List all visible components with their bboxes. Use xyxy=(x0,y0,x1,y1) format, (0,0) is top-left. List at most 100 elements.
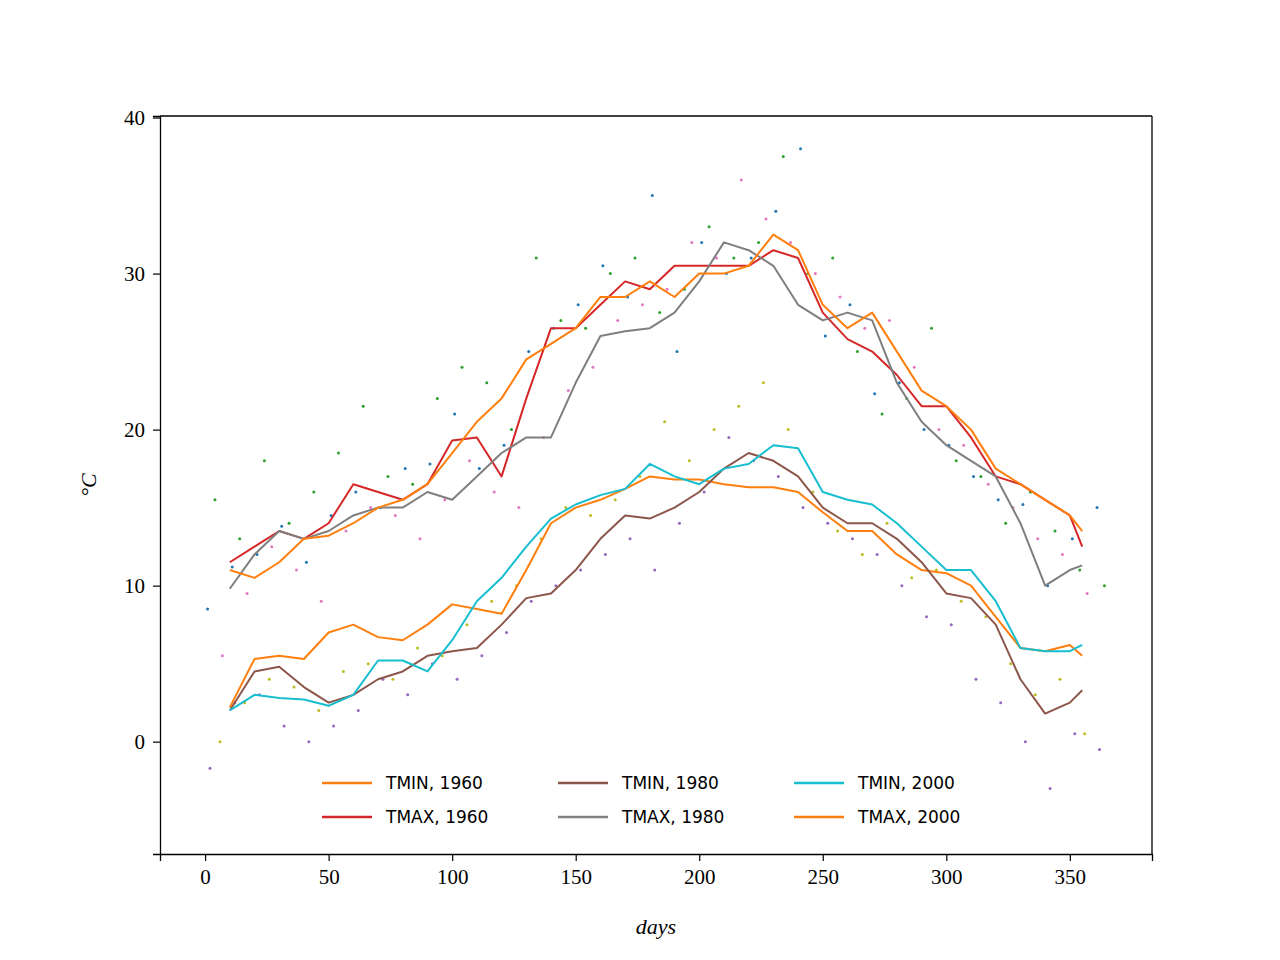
point xyxy=(480,654,483,657)
point xyxy=(925,615,928,618)
tick-mark xyxy=(699,854,700,861)
point xyxy=(678,522,681,525)
tick-mark xyxy=(823,854,824,861)
point xyxy=(930,327,933,330)
point xyxy=(404,467,407,470)
frame xyxy=(1151,116,1152,854)
point xyxy=(1078,569,1081,572)
point xyxy=(839,295,842,298)
frame xyxy=(160,115,1152,116)
point xyxy=(246,592,249,595)
tick: 200 xyxy=(684,854,716,889)
point xyxy=(713,428,716,431)
point xyxy=(411,483,414,486)
point xyxy=(367,662,370,665)
point xyxy=(280,525,283,528)
point xyxy=(824,334,827,337)
tick-label: 30 xyxy=(124,262,145,286)
point xyxy=(577,303,580,306)
point xyxy=(727,436,730,439)
point xyxy=(391,678,394,681)
point xyxy=(1061,553,1064,556)
point xyxy=(1036,537,1039,540)
point xyxy=(861,553,864,556)
point xyxy=(206,608,209,611)
point xyxy=(633,256,636,259)
tick: 20 xyxy=(124,418,160,442)
tick-label: 200 xyxy=(684,865,716,889)
point xyxy=(848,303,851,306)
point xyxy=(732,256,735,259)
point xyxy=(591,366,594,369)
point xyxy=(913,366,916,369)
point xyxy=(221,654,224,657)
tick-mark xyxy=(576,854,577,861)
point xyxy=(478,467,481,470)
point xyxy=(1103,584,1106,587)
tick: 40 xyxy=(124,106,160,130)
scatter-series xyxy=(221,178,1089,657)
x-axis: 050100150200250300350 xyxy=(161,854,1153,889)
tick-label: 50 xyxy=(319,865,340,889)
tick-label: 10 xyxy=(124,574,145,598)
point xyxy=(579,569,582,572)
point xyxy=(419,537,422,540)
point xyxy=(490,600,493,603)
point xyxy=(344,530,347,533)
point xyxy=(218,740,221,743)
point xyxy=(653,569,656,572)
point xyxy=(1073,732,1076,735)
point xyxy=(406,693,409,696)
legend-label: TMIN, 1980 xyxy=(621,773,719,793)
chart: 050100150200250300350010203040days°CTMIN… xyxy=(0,0,1280,960)
point xyxy=(960,600,963,603)
point xyxy=(238,537,241,540)
tick: 30 xyxy=(124,262,160,286)
legend-line xyxy=(558,782,608,785)
point xyxy=(317,709,320,712)
point xyxy=(510,428,513,431)
point xyxy=(1083,732,1086,735)
point xyxy=(826,522,829,525)
tick: 250 xyxy=(808,854,840,889)
point xyxy=(658,311,661,314)
legend-label: TMAX, 1980 xyxy=(621,807,724,827)
legend-line xyxy=(794,782,844,785)
point xyxy=(332,725,335,728)
legend-line xyxy=(794,816,844,819)
point xyxy=(263,459,266,462)
tick-mark xyxy=(946,854,947,861)
tick: 100 xyxy=(437,854,469,889)
point xyxy=(1024,740,1027,743)
legend-label: TMAX, 1960 xyxy=(385,807,488,827)
legend-line xyxy=(322,816,372,819)
point xyxy=(688,459,691,462)
point xyxy=(357,709,360,712)
tick-mark xyxy=(329,854,330,861)
point xyxy=(1071,537,1074,540)
tick: 0 xyxy=(135,730,161,754)
point xyxy=(209,767,212,770)
point xyxy=(485,381,488,384)
point xyxy=(1098,748,1101,751)
tick-label: 100 xyxy=(437,865,469,889)
scatter-series xyxy=(209,436,1101,790)
point xyxy=(799,147,802,150)
point xyxy=(1004,522,1007,525)
point xyxy=(999,701,1002,704)
tick: 300 xyxy=(931,854,963,889)
point xyxy=(1086,592,1089,595)
point xyxy=(856,350,859,353)
point xyxy=(394,514,397,517)
point xyxy=(782,155,785,158)
point xyxy=(293,686,296,689)
point xyxy=(641,303,644,306)
point xyxy=(937,428,940,431)
line xyxy=(230,476,1082,707)
point xyxy=(1009,662,1012,665)
point xyxy=(231,565,234,568)
tick-label: 250 xyxy=(808,865,840,889)
tick-label: 350 xyxy=(1055,865,1087,889)
point xyxy=(910,576,913,579)
point xyxy=(814,272,817,275)
